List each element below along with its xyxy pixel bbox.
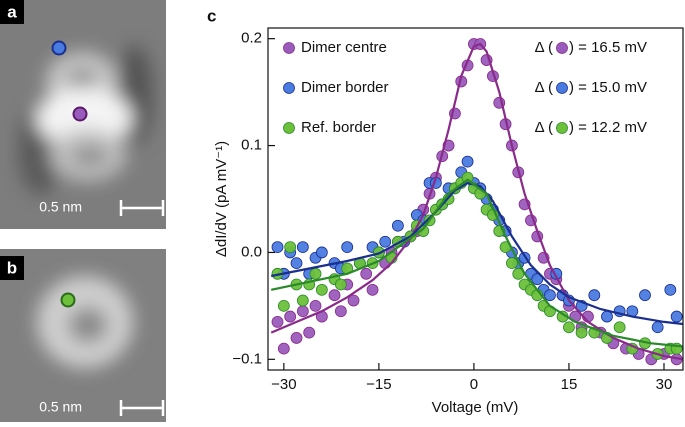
data-point [391, 219, 404, 232]
data-point [271, 241, 284, 253]
legend-marker [283, 82, 295, 94]
gap-label-suffix: ) = 15.0 mV [569, 79, 647, 96]
x-axis-label: Voltage (mV) [432, 399, 519, 416]
data-point [315, 246, 328, 259]
data-point [290, 332, 303, 344]
scale-bar [119, 400, 165, 416]
scale-bar [119, 200, 165, 216]
scale-label: 0.5 nm [39, 399, 82, 415]
fit-line [270, 42, 683, 361]
data-point [315, 283, 328, 296]
y-axis-label: ΔdI/dV (pA mV⁻¹) [213, 141, 230, 257]
data-point [651, 321, 664, 334]
scale-label: 0.5 nm [39, 199, 82, 215]
data-point [309, 267, 322, 280]
data-point [303, 326, 316, 339]
data-point [639, 289, 651, 302]
data-point [284, 241, 297, 253]
data-point [347, 294, 360, 307]
data-point [296, 294, 309, 307]
data-point [379, 235, 392, 248]
stm-image-a [0, 0, 166, 229]
axes-frame [267, 27, 684, 371]
y-tick-label: 0.2 [241, 30, 262, 47]
legend-label: Dimer centre [301, 39, 387, 56]
legend-label: Dimer border [301, 79, 389, 96]
data-point [328, 289, 341, 302]
gap-marker [556, 82, 568, 94]
stm-image-b [0, 249, 166, 422]
gap-label-prefix: Δ ( [535, 119, 553, 136]
data-point [664, 283, 677, 296]
data-point [506, 257, 518, 270]
legend-label: Ref. border [301, 119, 376, 136]
data-point [575, 326, 588, 339]
fit-line [270, 181, 683, 326]
data-point [296, 241, 309, 253]
legend-bg [280, 37, 410, 59]
y-tick-label: −0.1 [232, 350, 262, 367]
panel-label: b [7, 258, 17, 277]
data-point [296, 305, 309, 318]
panel-label: c [207, 6, 216, 25]
x-tick-label: 0 [470, 376, 478, 393]
gap-label-suffix: ) = 16.5 mV [569, 39, 647, 56]
data-point [544, 289, 556, 302]
gap-label-prefix: Δ ( [535, 79, 553, 96]
data-point [461, 155, 474, 168]
data-point [670, 310, 683, 323]
legend-marker [283, 42, 295, 54]
label-box [0, 0, 24, 24]
data-point [334, 305, 347, 318]
x-tick-label: −30 [271, 376, 296, 393]
fit-line [270, 178, 683, 348]
data-point [366, 283, 379, 296]
gap-label-suffix: ) = 12.2 mV [569, 119, 647, 136]
data-point [309, 299, 322, 312]
data-point [277, 299, 290, 312]
x-tick-label: 15 [561, 376, 578, 393]
gap-marker [556, 42, 568, 54]
data-point [284, 310, 297, 323]
data-point [563, 321, 575, 334]
data-point [613, 321, 626, 334]
legend-bg [280, 77, 410, 99]
data-point [601, 310, 613, 323]
data-point [588, 289, 601, 302]
x-tick-label: −15 [366, 376, 391, 393]
data-point [341, 241, 354, 253]
data-point [360, 267, 373, 280]
x-tick-label: 30 [656, 376, 673, 393]
plot-area [270, 38, 683, 366]
data-point [334, 278, 347, 291]
y-tick-label: 0.1 [241, 137, 262, 154]
data-point [271, 316, 284, 328]
gap-marker [556, 122, 568, 134]
data-point [277, 342, 290, 355]
panel-label: a [7, 2, 17, 21]
data-point [290, 257, 303, 270]
legend-marker [283, 122, 295, 134]
label-box [0, 256, 24, 280]
gap-label-prefix: Δ ( [535, 39, 553, 56]
data-point [531, 273, 544, 286]
legend-bg [280, 117, 410, 139]
y-tick-label: 0.0 [241, 243, 262, 260]
